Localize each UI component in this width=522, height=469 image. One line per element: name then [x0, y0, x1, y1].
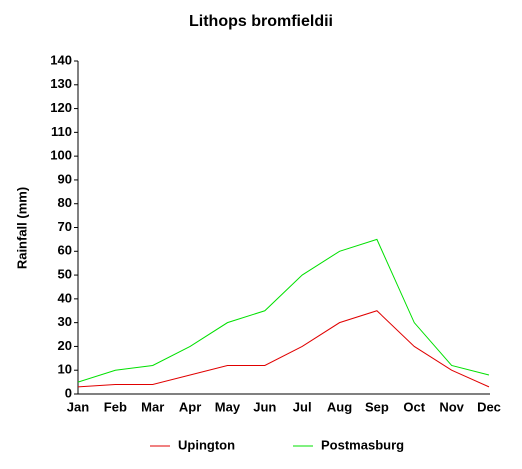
y-tick-label: 120 [50, 100, 72, 115]
y-tick-label: 50 [58, 267, 72, 282]
x-tick-label: May [215, 399, 241, 414]
y-axis-label: Rainfall (mm) [14, 187, 29, 269]
x-tick-label: Apr [179, 399, 201, 414]
x-tick-label: Dec [477, 399, 501, 414]
legend-label: Postmasburg [321, 437, 404, 452]
y-tick-label: 20 [58, 338, 72, 353]
y-tick-label: 0 [65, 385, 72, 400]
line-series [77, 238, 490, 383]
x-tick-label: Sep [365, 399, 389, 414]
y-tick-label: 70 [58, 219, 72, 234]
x-tick-label: Jul [293, 399, 312, 414]
x-tick-label: Aug [327, 399, 352, 414]
y-tick-label: 80 [58, 195, 72, 210]
chart-title: Lithops bromfieldii [189, 13, 333, 30]
legend-label: Upington [178, 437, 235, 452]
x-tick-label: Mar [141, 399, 164, 414]
y-tick-label: 130 [50, 76, 72, 91]
y-tick-label: 90 [58, 171, 72, 186]
y-tick-label: 100 [50, 148, 72, 163]
y-tick-label: 140 [50, 52, 72, 67]
y-tick-label: 110 [51, 124, 72, 139]
x-tick-label: Feb [104, 399, 127, 414]
y-tick-label: 40 [58, 290, 72, 305]
x-tick-label: Nov [439, 399, 464, 414]
y-tick-label: 10 [58, 362, 72, 377]
x-tick-label: Oct [403, 399, 425, 414]
line-series [77, 310, 490, 388]
y-tick-label: 60 [58, 243, 72, 258]
x-tick-label: Jun [253, 399, 276, 414]
y-tick-label: 30 [58, 314, 72, 329]
x-tick-label: Jan [67, 399, 89, 414]
